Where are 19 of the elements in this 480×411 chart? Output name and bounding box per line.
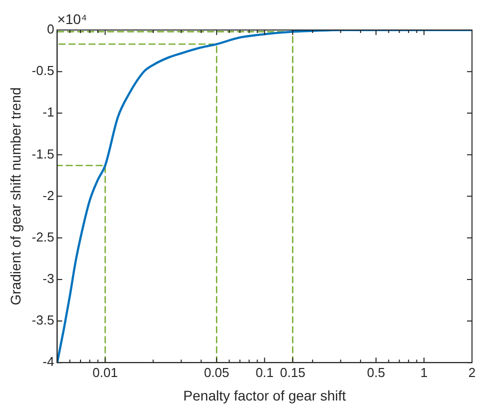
y-tick-label: -0.5 — [32, 63, 54, 78]
x-axis-title: Penalty factor of gear shift — [183, 387, 346, 404]
x-tick-label: 0.01 — [92, 364, 118, 380]
x-tick-label: 1 — [420, 364, 428, 380]
text: ×10⁴ — [57, 10, 87, 27]
y-axis-title: Gradient of gear shift number trend — [7, 87, 24, 306]
y-tick-label: -2 — [42, 188, 54, 203]
y-tick-label: -3 — [42, 271, 54, 286]
x-tick-label: 0.05 — [204, 364, 230, 380]
x-tick-label: 0.5 — [366, 364, 386, 380]
x-tick-label: 0.15 — [280, 364, 306, 380]
x-tick-label: 0.1 — [256, 364, 274, 380]
y-tick-label: -1.5 — [32, 146, 54, 162]
y-tick-label: -1 — [42, 104, 54, 120]
x-tick-label: 2 — [468, 364, 476, 380]
y-tick-label: -3.5 — [32, 312, 54, 328]
y-tick-label: -4 — [42, 354, 54, 370]
y-tick-label: -2.5 — [32, 229, 54, 244]
y-tick-label: 0 — [46, 22, 54, 37]
